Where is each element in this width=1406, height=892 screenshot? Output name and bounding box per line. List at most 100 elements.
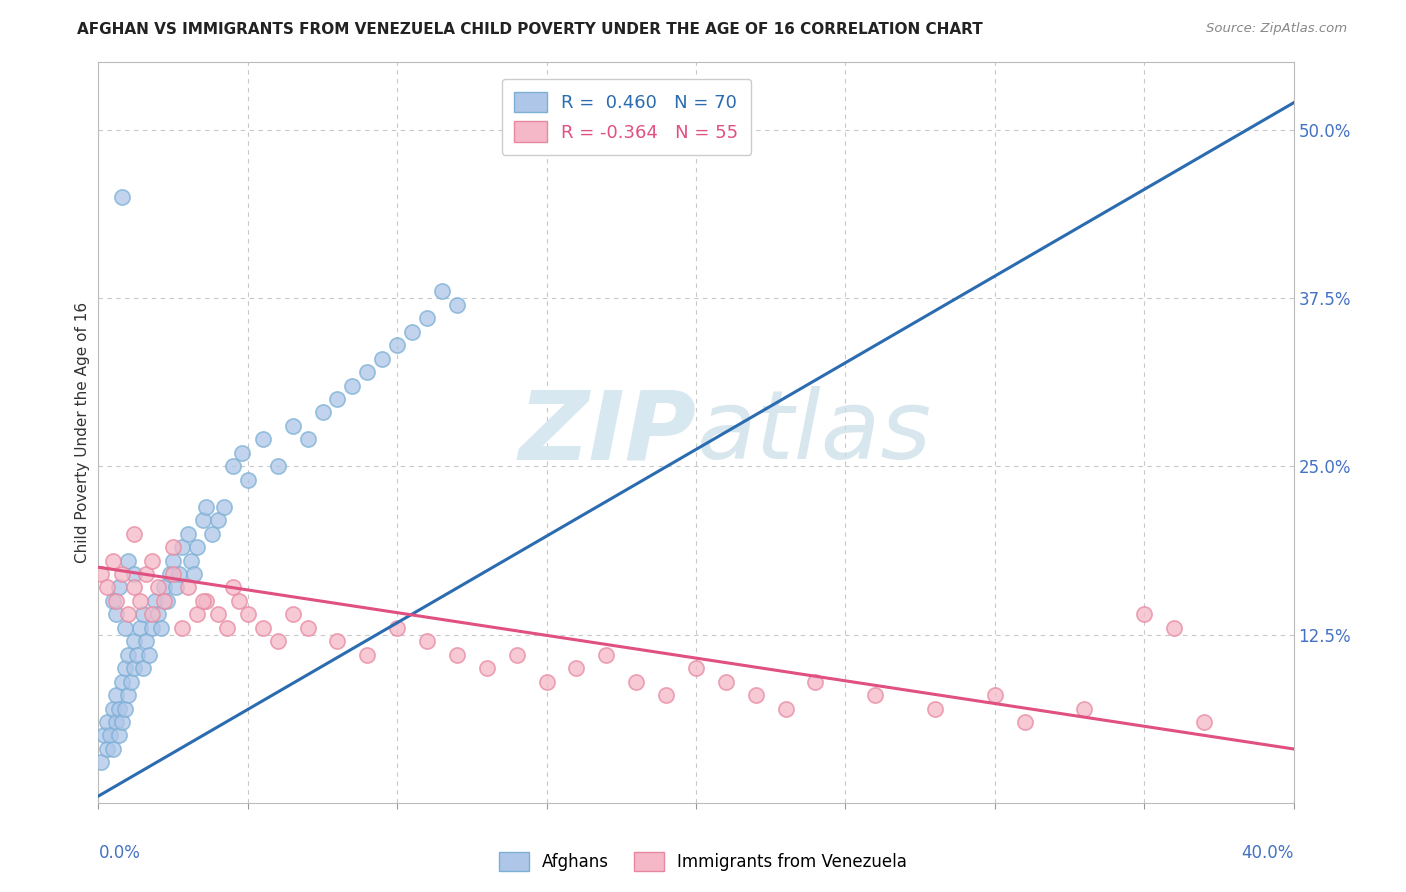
Point xyxy=(714,674,737,689)
Point xyxy=(148,581,170,595)
Point xyxy=(117,553,139,567)
Point xyxy=(162,553,184,567)
Legend: R =  0.460   N = 70, R = -0.364   N = 55: R = 0.460 N = 70, R = -0.364 N = 55 xyxy=(502,78,751,155)
Point xyxy=(1163,621,1185,635)
Point xyxy=(311,405,333,419)
Point xyxy=(416,634,439,648)
Point xyxy=(96,581,118,595)
Point xyxy=(105,594,128,608)
Point xyxy=(236,607,259,622)
Point xyxy=(138,648,160,662)
Point xyxy=(595,648,617,662)
Point xyxy=(924,701,946,715)
Point xyxy=(108,729,131,743)
Point xyxy=(252,621,274,635)
Y-axis label: Child Poverty Under the Age of 16: Child Poverty Under the Age of 16 xyxy=(75,302,90,563)
Point xyxy=(186,607,208,622)
Point xyxy=(93,729,115,743)
Point xyxy=(215,621,238,635)
Point xyxy=(356,365,378,379)
Point xyxy=(186,540,208,554)
Point xyxy=(222,459,245,474)
Point xyxy=(90,756,112,770)
Legend: Afghans, Immigrants from Venezuela: Afghans, Immigrants from Venezuela xyxy=(491,843,915,880)
Point xyxy=(127,648,149,662)
Point xyxy=(1073,701,1095,715)
Point xyxy=(141,621,163,635)
Point xyxy=(1014,714,1036,729)
Point xyxy=(117,607,139,622)
Point xyxy=(111,190,134,204)
Point xyxy=(191,513,214,527)
Point xyxy=(804,674,827,689)
Point xyxy=(162,566,184,581)
Point xyxy=(536,674,558,689)
Point xyxy=(108,581,131,595)
Point xyxy=(153,581,176,595)
Point xyxy=(267,634,290,648)
Point xyxy=(326,392,349,406)
Point xyxy=(865,688,887,702)
Text: ZIP: ZIP xyxy=(517,386,696,479)
Point xyxy=(167,566,190,581)
Point xyxy=(183,566,205,581)
Point xyxy=(129,594,152,608)
Point xyxy=(124,581,146,595)
Point xyxy=(111,674,134,689)
Point xyxy=(103,553,125,567)
Point xyxy=(90,566,112,581)
Point xyxy=(156,594,179,608)
Point xyxy=(96,714,118,729)
Point xyxy=(297,621,319,635)
Point xyxy=(117,688,139,702)
Point xyxy=(201,526,224,541)
Point xyxy=(105,607,128,622)
Point xyxy=(626,674,648,689)
Point xyxy=(207,513,229,527)
Point xyxy=(195,500,218,514)
Point xyxy=(111,566,134,581)
Point xyxy=(159,566,181,581)
Text: AFGHAN VS IMMIGRANTS FROM VENEZUELA CHILD POVERTY UNDER THE AGE OF 16 CORRELATIO: AFGHAN VS IMMIGRANTS FROM VENEZUELA CHIL… xyxy=(77,22,983,37)
Point xyxy=(114,621,136,635)
Point xyxy=(416,311,439,326)
Point xyxy=(655,688,678,702)
Point xyxy=(775,701,797,715)
Point xyxy=(446,298,468,312)
Point xyxy=(141,553,163,567)
Point xyxy=(430,285,453,299)
Point xyxy=(191,594,214,608)
Point xyxy=(326,634,349,648)
Point xyxy=(177,526,200,541)
Point xyxy=(165,581,187,595)
Point xyxy=(231,446,253,460)
Point xyxy=(207,607,229,622)
Text: atlas: atlas xyxy=(696,386,931,479)
Point xyxy=(150,621,173,635)
Point xyxy=(281,607,304,622)
Point xyxy=(153,594,176,608)
Point xyxy=(105,714,128,729)
Point xyxy=(132,661,155,675)
Point xyxy=(565,661,588,675)
Point xyxy=(103,701,125,715)
Point xyxy=(177,581,200,595)
Point xyxy=(371,351,394,366)
Point xyxy=(506,648,529,662)
Point xyxy=(143,594,166,608)
Point xyxy=(212,500,235,514)
Point xyxy=(401,325,423,339)
Point xyxy=(120,674,142,689)
Point xyxy=(172,621,194,635)
Point xyxy=(195,594,218,608)
Point xyxy=(135,634,157,648)
Point xyxy=(105,688,128,702)
Point xyxy=(162,540,184,554)
Point xyxy=(114,701,136,715)
Point xyxy=(111,714,134,729)
Point xyxy=(267,459,290,474)
Point xyxy=(252,433,274,447)
Point xyxy=(356,648,378,662)
Point xyxy=(385,621,409,635)
Point xyxy=(108,701,131,715)
